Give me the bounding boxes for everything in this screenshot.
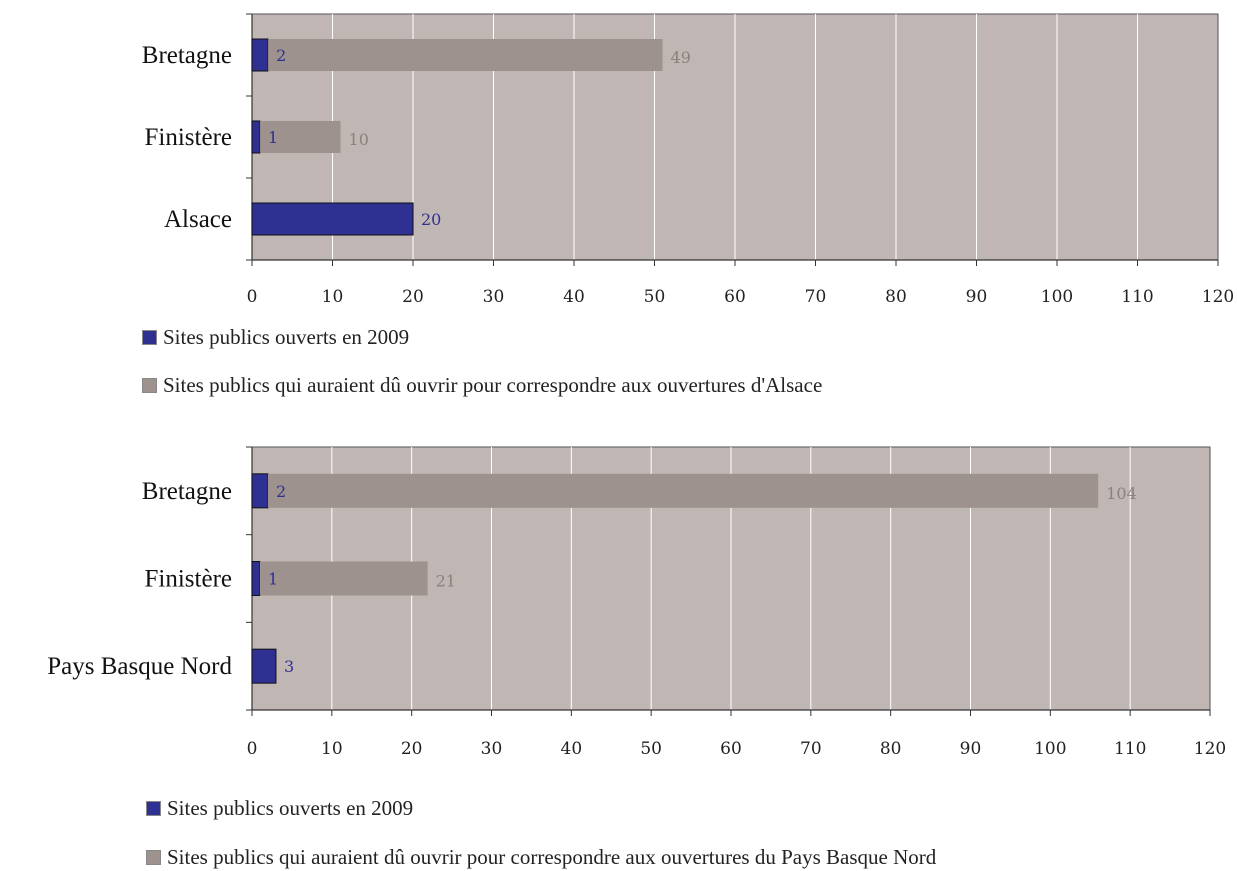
x-tick-label: 60 <box>720 739 742 759</box>
data-label: 2 <box>276 482 286 501</box>
bar-segment <box>251 38 269 72</box>
x-tick-label: 120 <box>1202 287 1234 307</box>
bar-segment <box>251 561 261 596</box>
x-tick-label: 50 <box>644 287 666 307</box>
x-tick-label: 90 <box>960 739 982 759</box>
x-tick-label: 90 <box>966 287 988 307</box>
category-label: Bretagne <box>142 478 232 505</box>
x-tick-label: 30 <box>481 739 503 759</box>
legend-item-opened-2009: Sites publics ouverts en 2009 <box>142 325 409 350</box>
x-tick-label: 80 <box>880 739 902 759</box>
legend-label: Sites publics ouverts en 2009 <box>167 796 414 820</box>
x-tick-label: 0 <box>247 287 258 307</box>
x-tick-label: 30 <box>483 287 505 307</box>
legend-label: Sites publics qui auraient dû ouvrir pou… <box>163 373 823 397</box>
category-label: Alsace <box>164 206 232 233</box>
legend-item-should-have-opened: Sites publics qui auraient dû ouvrir pou… <box>142 373 822 398</box>
x-tick-label: 100 <box>1034 739 1066 759</box>
chart-pays-basque-comparison: 0 10 20 30 40 50 60 70 80 90 100 110 120 Pays Basque … <box>47 446 1226 759</box>
data-label: 1 <box>268 128 278 147</box>
data-label: 49 <box>671 48 691 67</box>
data-label: 1 <box>268 570 278 589</box>
data-label: 3 <box>284 657 294 676</box>
category-label: Bretagne <box>142 42 232 69</box>
x-tick-label: 120 <box>1194 739 1226 759</box>
bar-segment <box>251 202 414 236</box>
x-tick-label: 40 <box>563 287 585 307</box>
x-tick-label: 70 <box>800 739 822 759</box>
bar-segment <box>251 648 277 684</box>
legend-swatch-gray <box>146 850 161 865</box>
legend-swatch-gray <box>142 378 157 393</box>
data-label: 20 <box>421 210 441 229</box>
x-tick-label: 0 <box>247 739 258 759</box>
legend-item-opened-2009: Sites publics ouverts en 2009 <box>146 796 413 821</box>
data-label: 104 <box>1106 484 1137 503</box>
x-tick-label: 110 <box>1121 287 1153 307</box>
bar-segment <box>251 120 261 154</box>
data-label: 2 <box>276 46 286 65</box>
legend-label: Sites publics qui auraient dû ouvrir pou… <box>167 845 937 869</box>
category-label: Pays Basque Nord <box>47 653 232 680</box>
data-label: 10 <box>349 130 369 149</box>
x-tick-label: 20 <box>402 287 424 307</box>
x-tick-label: 100 <box>1041 287 1073 307</box>
legend-swatch-blue <box>142 330 157 345</box>
legend-swatch-blue <box>146 801 161 816</box>
x-tick-label: 40 <box>561 739 583 759</box>
category-label: Finistère <box>145 124 233 151</box>
x-tick-label: 10 <box>322 287 344 307</box>
x-tick-label: 110 <box>1114 739 1146 759</box>
legend-label: Sites publics ouverts en 2009 <box>163 325 410 349</box>
data-label: 21 <box>436 572 456 591</box>
legend-item-should-have-opened: Sites publics qui auraient dû ouvrir pou… <box>146 845 936 870</box>
bar-segment <box>251 473 269 509</box>
bar-segment <box>268 39 663 71</box>
category-label: Finistère <box>145 566 233 593</box>
x-tick-label: 70 <box>805 287 827 307</box>
bar-segment <box>267 473 1099 508</box>
x-tick-label: 80 <box>885 287 907 307</box>
x-tick-label: 50 <box>640 739 662 759</box>
x-tick-label: 20 <box>401 739 423 759</box>
x-tick-label: 60 <box>724 287 746 307</box>
x-tick-label: 10 <box>321 739 343 759</box>
bar-segment <box>259 561 428 596</box>
bar-segment <box>260 121 341 153</box>
